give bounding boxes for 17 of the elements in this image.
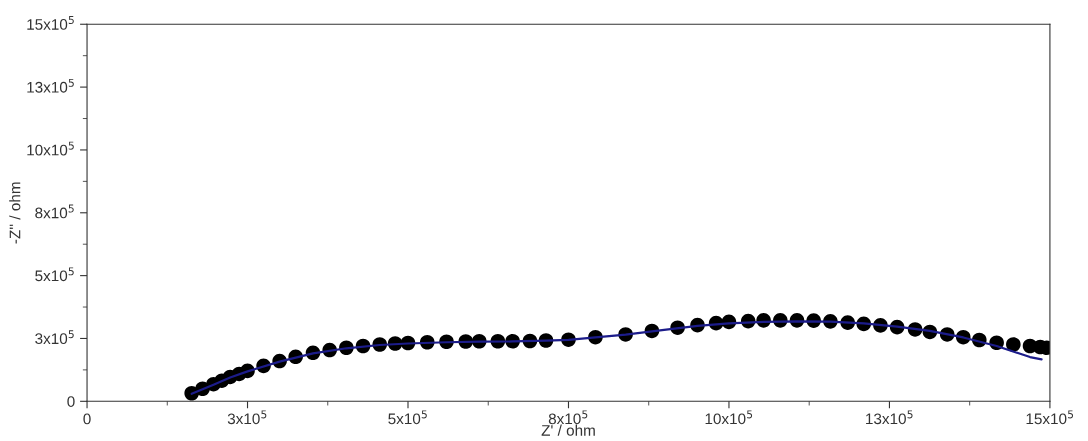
y-tick-label: 15x10$^{5}$ [27,16,74,30]
x-axis-title: Z' / ohm [541,424,595,436]
y-axis-title: -Z'' / ohm [9,182,21,244]
x-tick-label: 8x10$^{5}$ [548,410,588,425]
y-tick-label: 3x10$^{5}$ [35,330,74,345]
y-tick-label: 5x10$^{5}$ [35,267,74,282]
x-tick-label: 15x10$^{5}$ [1026,410,1074,425]
point [1006,337,1021,352]
x-tick-label: 3x10$^{5}$ [227,410,267,425]
y-tick-label: 13x10$^{5}$ [27,78,74,93]
x-tick-label: 0 [83,413,91,425]
y-tick-label: 8x10$^{5}$ [35,204,74,219]
y-tick-label: 0 [67,396,75,407]
x-tick-label: 10x10$^{5}$ [705,410,753,425]
y-tick-label: 10x10$^{5}$ [27,141,74,156]
x-tick-label: 5x10$^{5}$ [388,410,427,425]
x-tick-label: 13x10$^{5}$ [866,410,913,425]
